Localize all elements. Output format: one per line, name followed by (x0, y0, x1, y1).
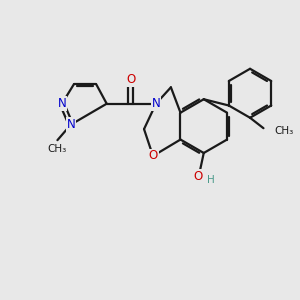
Text: H: H (207, 176, 214, 185)
Text: O: O (193, 170, 203, 183)
Text: CH₃: CH₃ (274, 126, 293, 136)
Text: N: N (152, 97, 160, 110)
Text: N: N (67, 118, 75, 131)
Text: CH₃: CH₃ (48, 143, 67, 154)
Text: O: O (126, 73, 135, 86)
Text: O: O (148, 149, 158, 163)
Text: N: N (58, 97, 66, 110)
